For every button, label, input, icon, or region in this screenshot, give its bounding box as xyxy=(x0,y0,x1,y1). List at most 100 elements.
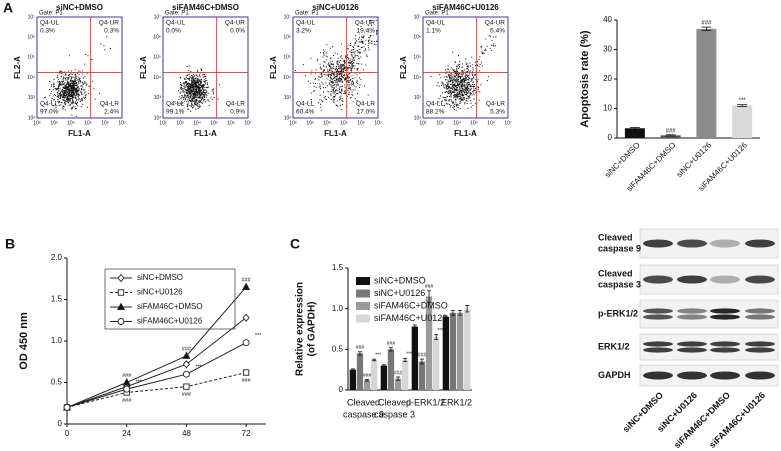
dot xyxy=(466,74,468,76)
dot xyxy=(72,85,74,87)
dot xyxy=(470,100,472,102)
dot xyxy=(81,85,83,87)
dot xyxy=(469,93,471,95)
dot xyxy=(84,81,86,83)
dot xyxy=(201,79,203,81)
dot xyxy=(62,99,64,101)
dot xyxy=(197,89,199,91)
dot xyxy=(459,93,461,95)
dot xyxy=(70,108,72,110)
dot xyxy=(453,94,455,96)
dot xyxy=(341,93,343,95)
dot xyxy=(202,92,204,94)
dot xyxy=(59,95,61,97)
dot xyxy=(341,82,343,84)
dot xyxy=(462,99,464,101)
dot xyxy=(197,94,199,96)
dot xyxy=(352,51,354,53)
dot xyxy=(77,79,79,81)
dot xyxy=(80,100,82,102)
dot xyxy=(455,85,457,87)
dot xyxy=(80,98,82,100)
dot xyxy=(191,78,193,80)
dot xyxy=(482,52,484,54)
dot xyxy=(453,91,455,93)
dot xyxy=(359,52,361,54)
dot xyxy=(211,89,213,91)
dot xyxy=(461,94,463,96)
dot xyxy=(65,93,67,95)
dot xyxy=(330,80,332,82)
dot xyxy=(335,89,337,91)
dot xyxy=(73,86,75,88)
dot xyxy=(68,98,70,100)
marker xyxy=(242,369,250,376)
dot xyxy=(59,93,61,95)
dot xyxy=(78,76,80,78)
dot xyxy=(62,105,64,107)
dot xyxy=(319,52,321,54)
dot xyxy=(49,88,51,90)
dot xyxy=(350,61,352,63)
dot xyxy=(452,81,454,83)
dot xyxy=(332,99,334,101)
dot xyxy=(335,68,337,70)
dot xyxy=(71,86,73,88)
x-axis-title: FL1-A xyxy=(454,129,477,138)
dot xyxy=(468,87,470,89)
dot xyxy=(448,74,450,76)
dot xyxy=(193,92,195,94)
dot xyxy=(204,81,206,83)
dot xyxy=(323,49,325,51)
dot xyxy=(65,73,67,75)
dot xyxy=(349,61,351,63)
legend-label: siFAM46C+DMSO xyxy=(374,300,448,310)
marker xyxy=(242,313,250,322)
dot xyxy=(476,81,478,83)
dot xyxy=(195,108,197,110)
dot xyxy=(200,95,202,97)
dot xyxy=(76,101,78,103)
dot xyxy=(452,89,454,91)
dot xyxy=(59,97,61,99)
dot xyxy=(452,87,454,89)
dot xyxy=(357,55,359,57)
dot xyxy=(79,94,81,96)
x-tick-label: Cleaved xyxy=(378,397,411,407)
dot xyxy=(350,63,352,65)
dot xyxy=(341,70,343,72)
dot xyxy=(447,85,449,87)
dot xyxy=(440,84,442,86)
dot xyxy=(197,106,199,108)
dot xyxy=(464,79,466,81)
dot xyxy=(456,88,458,90)
dot xyxy=(200,97,202,99)
dot xyxy=(65,95,67,97)
dot xyxy=(358,38,360,40)
dot xyxy=(458,91,460,93)
dot xyxy=(74,106,76,108)
quadrant-value: 0.3% xyxy=(104,28,119,35)
dot xyxy=(319,83,321,85)
dot xyxy=(187,103,189,105)
dot xyxy=(62,78,64,80)
dot xyxy=(54,94,56,96)
dot xyxy=(315,82,317,84)
dot xyxy=(203,93,205,95)
dot xyxy=(72,96,74,98)
dot xyxy=(336,79,338,81)
dot xyxy=(343,67,345,69)
dot xyxy=(470,102,472,104)
dot xyxy=(203,95,205,97)
dot xyxy=(50,99,52,101)
dot xyxy=(449,89,451,91)
dot xyxy=(64,95,66,97)
protein-label: ERK1/2 xyxy=(598,341,630,351)
dot xyxy=(67,77,69,79)
dot xyxy=(68,92,70,94)
dot xyxy=(73,85,75,87)
dot xyxy=(78,78,80,80)
dot xyxy=(211,99,213,101)
dot xyxy=(356,40,358,42)
dot xyxy=(319,63,321,65)
